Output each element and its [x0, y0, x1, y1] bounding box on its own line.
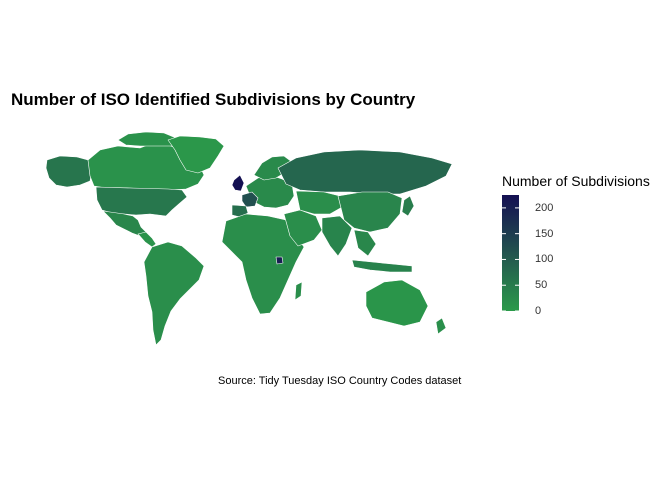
- legend-colorbar: [502, 195, 519, 311]
- region-new-zealand: [435, 317, 447, 335]
- region-south-america: [143, 241, 205, 346]
- region-united-kingdom: [231, 174, 245, 192]
- region-france: [241, 191, 259, 208]
- region-southeast-asia: [353, 229, 377, 257]
- region-madagascar: [294, 281, 303, 301]
- map-caption: Source: Tidy Tuesday ISO Country Codes d…: [218, 375, 462, 387]
- region-australia: [365, 279, 429, 327]
- legend-tick-label: 100: [535, 253, 554, 266]
- legend-title: Number of Subdivisions: [502, 173, 650, 189]
- region-alaska: [45, 155, 93, 188]
- region-russia: [277, 149, 453, 195]
- region-greenland: [167, 135, 225, 174]
- legend-tick-label: 200: [535, 201, 554, 214]
- region-africa: [221, 213, 305, 315]
- region-canada-islands: [117, 131, 177, 147]
- region-central-asia: [295, 190, 345, 215]
- region-central-america: [137, 231, 157, 248]
- region-japan: [401, 195, 415, 217]
- region-usa: [95, 186, 188, 217]
- region-uganda: [275, 256, 284, 265]
- region-india: [321, 215, 353, 257]
- map-title: Number of ISO Identified Subdivisions by…: [11, 90, 416, 109]
- legend-tick-label: 50: [535, 279, 548, 292]
- legend-tick-label: 150: [535, 227, 554, 240]
- region-china: [337, 191, 403, 233]
- region-indonesia: [351, 259, 413, 273]
- legend-tick-label: 0: [535, 305, 542, 317]
